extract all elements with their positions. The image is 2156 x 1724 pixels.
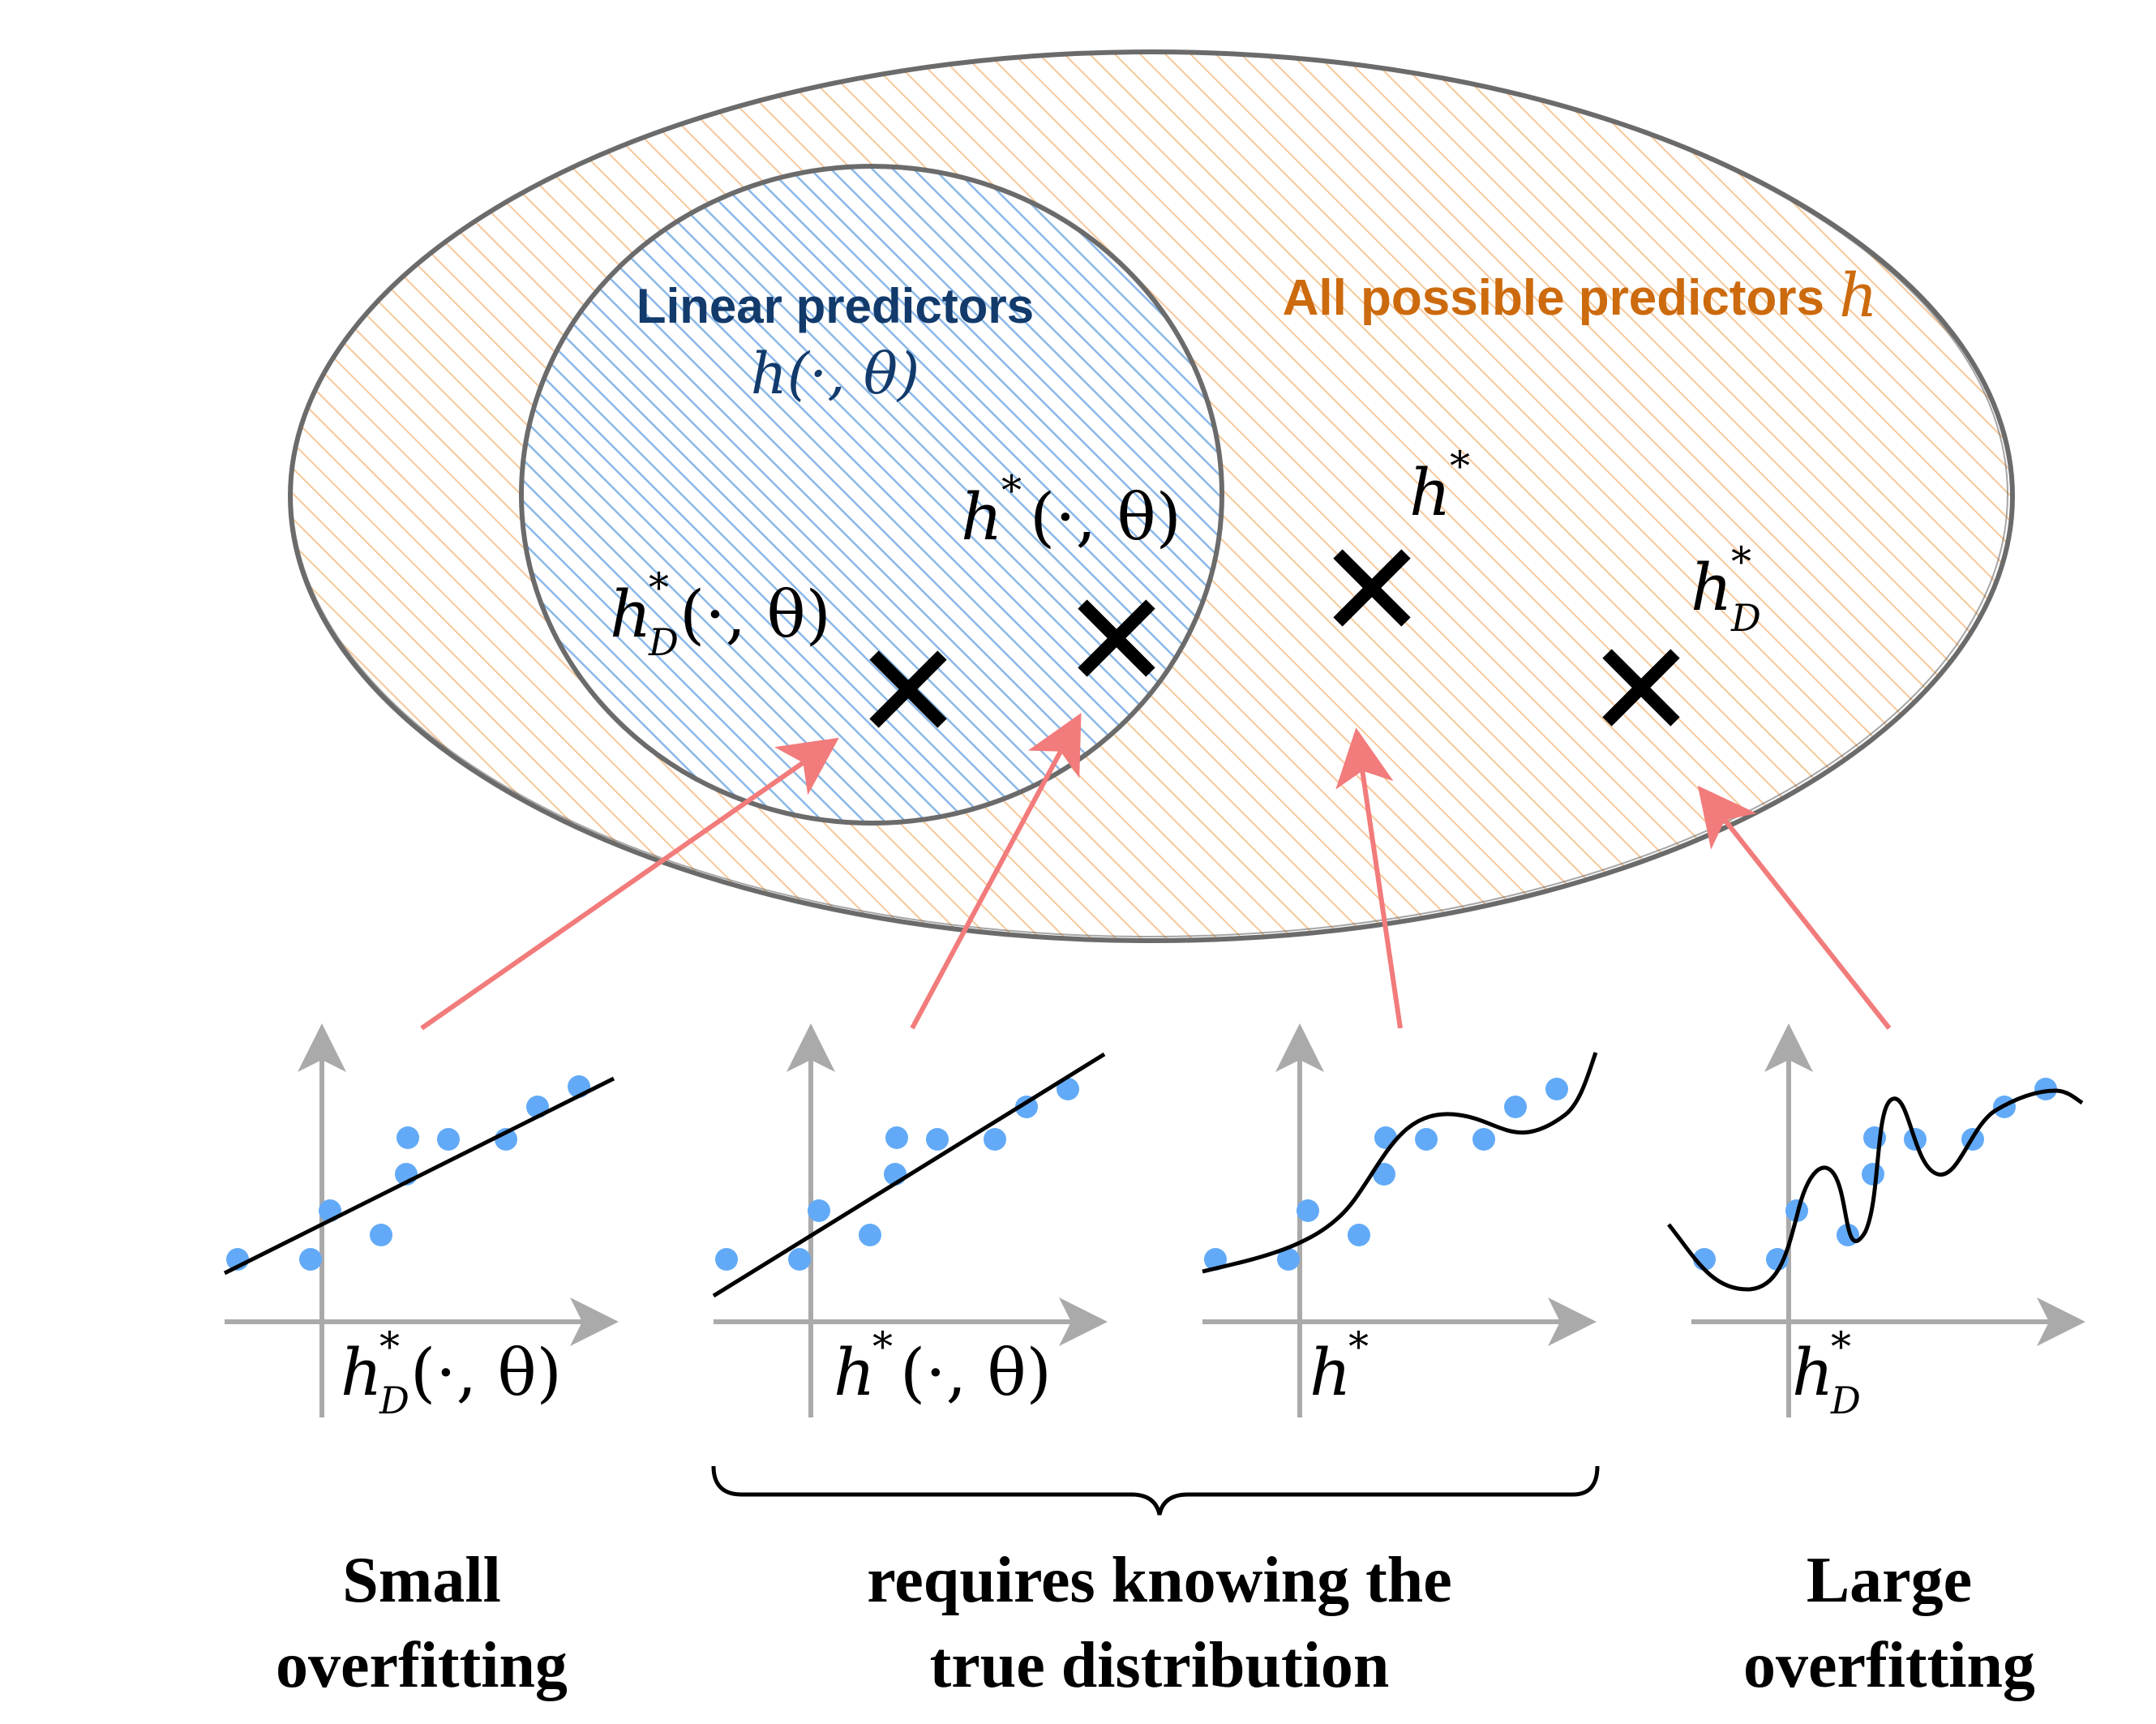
cross-hD-star — [1602, 649, 1680, 727]
caption-small-line2: overfitting — [276, 1630, 568, 1701]
svg-text:*: * — [1001, 467, 1022, 514]
caption-small-line1: Small — [342, 1545, 501, 1616]
svg-text:*: * — [872, 1323, 893, 1370]
plot-h-star — [1202, 1023, 1598, 1417]
plot4-label: h * D — [1792, 1323, 1861, 1422]
plot3-label: h * — [1309, 1323, 1369, 1410]
cross-hD-linear — [869, 650, 947, 728]
svg-text:h: h — [1309, 1335, 1352, 1410]
svg-text:h: h — [961, 479, 1003, 555]
all-predictors-label: All possible predictors — [1283, 270, 1824, 326]
svg-text:*: * — [649, 564, 669, 611]
svg-text:D: D — [379, 1379, 409, 1422]
svg-text:D: D — [1730, 596, 1761, 640]
plot-h-linear — [712, 1023, 1108, 1417]
svg-text:h: h — [834, 1335, 876, 1410]
svg-text:h: h — [1691, 550, 1733, 625]
svg-text:h: h — [341, 1335, 383, 1410]
linear-predictors-symbol: h(·, θ) — [751, 341, 920, 407]
caption-requires-line1: requires knowing the — [867, 1545, 1452, 1616]
svg-text:*: * — [379, 1323, 400, 1370]
grouping-brace — [711, 1465, 1600, 1516]
label-hD-linear: h * D (·, θ) — [610, 564, 831, 664]
label-h-linear: h * (·, θ) — [961, 467, 1181, 555]
svg-text:(·, θ): (·, θ) — [410, 1335, 562, 1410]
linear-predictors-label: Linear predictors — [637, 279, 1034, 333]
svg-text:(·, θ): (·, θ) — [1030, 479, 1181, 555]
label-hD-star: h * D — [1691, 538, 1761, 640]
svg-text:*: * — [1450, 443, 1470, 490]
svg-text:h: h — [1409, 455, 1451, 530]
svg-text:*: * — [1831, 1323, 1851, 1370]
svg-text:h: h — [610, 577, 652, 652]
svg-text:(·, θ): (·, θ) — [900, 1335, 1052, 1410]
arrow-plot1 — [420, 737, 839, 1031]
caption-large-line1: Large — [1807, 1545, 1972, 1616]
plot1-label: h * D (·, θ) — [341, 1323, 562, 1422]
arrow-plot4 — [1697, 785, 1892, 1030]
linear-predictors-set — [519, 164, 1224, 826]
caption-large-line2: overfitting — [1743, 1630, 2035, 1701]
svg-text:D: D — [648, 620, 679, 664]
svg-text:h: h — [1792, 1335, 1834, 1410]
cross-h-star — [1333, 549, 1411, 627]
plot2-label: h * (·, θ) — [834, 1323, 1052, 1410]
plot-hD-star — [1667, 1023, 2085, 1417]
svg-text:D: D — [1830, 1379, 1861, 1422]
svg-text:*: * — [1348, 1323, 1369, 1370]
svg-text:(·, θ): (·, θ) — [679, 577, 831, 652]
plot-hD-linear — [223, 1023, 619, 1417]
arrow-plot2 — [910, 713, 1082, 1030]
cross-h-linear — [1078, 599, 1155, 677]
svg-text:*: * — [1731, 538, 1751, 585]
arrow-plot3 — [1335, 727, 1403, 1029]
caption-requires-line2: true distribution — [930, 1630, 1390, 1701]
all-predictors-symbol: h — [1839, 261, 1878, 331]
label-h-star: h * — [1409, 443, 1470, 530]
